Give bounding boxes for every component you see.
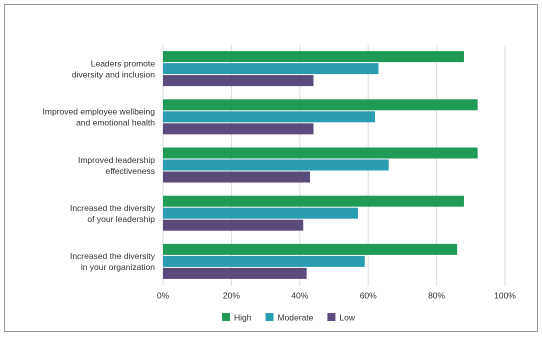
bar [163, 147, 478, 159]
legend-label: Low [339, 312, 355, 322]
bar [163, 99, 478, 111]
x-tick-label: 20% [223, 290, 240, 300]
bar [163, 159, 389, 171]
bar [163, 111, 376, 123]
bar [163, 219, 304, 231]
y-tick-label: of your leadership [87, 214, 155, 224]
y-tick-label: in your organization [81, 262, 155, 272]
x-tick-label: 60% [360, 290, 377, 300]
bar [163, 75, 314, 87]
x-tick-label: 0% [157, 290, 170, 300]
bar [163, 51, 464, 63]
legend-label: High [234, 312, 252, 322]
x-tick-label: 80% [428, 290, 445, 300]
x-tick-label: 40% [291, 290, 308, 300]
y-tick-label: Improved employee wellbeing [43, 107, 156, 117]
bar [163, 243, 458, 255]
y-tick-label: Improved leadership [78, 155, 155, 165]
y-tick-label: Leaders promote [91, 58, 156, 68]
legend-swatch [265, 313, 274, 321]
legend-label: Moderate [277, 312, 313, 322]
y-tick-label: effectiveness [106, 166, 155, 176]
bar [163, 195, 464, 207]
bar [163, 267, 307, 279]
legend-swatch [327, 313, 336, 321]
bar [163, 207, 358, 219]
x-tick-label: 100% [494, 290, 516, 300]
legend-swatch [222, 313, 230, 321]
y-tick-label: Increased the diversity [70, 203, 156, 213]
bar [163, 63, 379, 75]
y-tick-label: Increased the diversity [70, 251, 156, 261]
bar [163, 171, 311, 183]
y-tick-label: and emotional health [76, 118, 155, 128]
y-tick-label: diversity and inclusion [72, 69, 155, 79]
bar [163, 123, 314, 135]
bar [163, 255, 365, 267]
